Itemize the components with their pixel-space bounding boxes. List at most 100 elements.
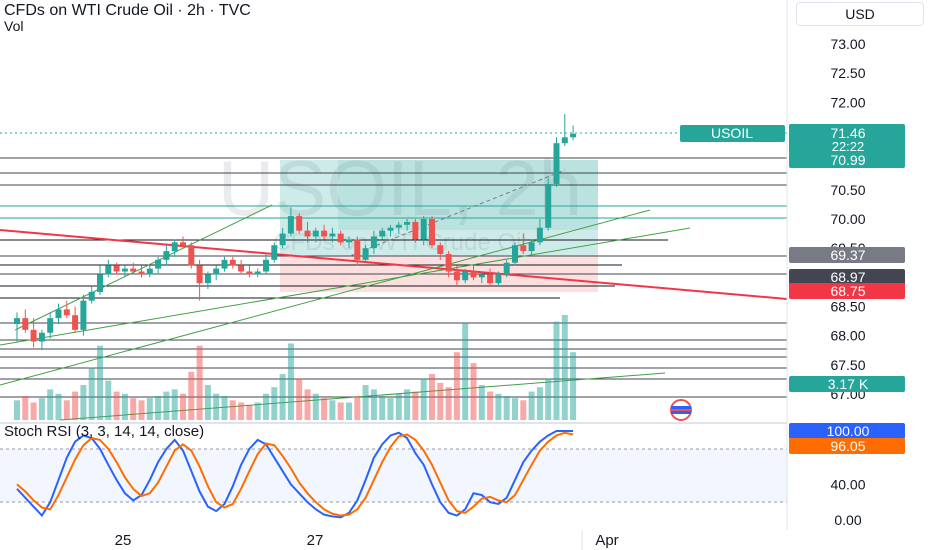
volume-bar (105, 380, 112, 420)
candle-body[interactable] (395, 224, 402, 228)
candle-body[interactable] (155, 259, 162, 269)
candle-body[interactable] (105, 265, 112, 275)
candle-body[interactable] (561, 137, 568, 144)
symbol-tag[interactable]: USOIL (680, 125, 785, 142)
candle-body[interactable] (412, 221, 419, 240)
candle-body[interactable] (188, 245, 195, 266)
candle-body[interactable] (570, 133, 577, 138)
candle-body[interactable] (22, 318, 29, 330)
volume-bar (503, 395, 510, 420)
candle-body[interactable] (387, 227, 394, 231)
stoch-d-badge: 96.05 (789, 438, 905, 454)
candle-body[interactable] (453, 271, 460, 281)
candle-body[interactable] (312, 230, 319, 237)
volume-bar (287, 343, 294, 420)
candle-body[interactable] (121, 268, 128, 272)
volume-bar (138, 400, 145, 420)
candle-body[interactable] (196, 265, 203, 284)
candle-body[interactable] (279, 233, 286, 246)
stoch-k-line (16, 430, 574, 519)
candle-body[interactable] (113, 265, 120, 272)
trendline-red[interactable] (0, 229, 787, 300)
candle-body[interactable] (362, 248, 369, 260)
candle-body[interactable] (487, 274, 494, 284)
candle-body[interactable] (462, 271, 469, 281)
candle-body[interactable] (238, 265, 245, 272)
candle-body[interactable] (229, 259, 236, 266)
candle-body[interactable] (263, 259, 269, 272)
candle-body[interactable] (254, 271, 261, 275)
volume-bar (229, 400, 236, 420)
candle-body[interactable] (404, 221, 411, 225)
candle-body[interactable] (321, 230, 328, 237)
candle-body[interactable] (370, 236, 377, 249)
candle-body[interactable] (379, 230, 386, 237)
candle-body[interactable] (287, 216, 294, 234)
volume-bar (354, 395, 361, 420)
candle-body[interactable] (163, 251, 170, 260)
volume-bar (180, 393, 186, 420)
candle-body[interactable] (47, 318, 54, 333)
candle-body[interactable] (14, 318, 20, 324)
candle-body[interactable] (337, 233, 344, 243)
candle-body[interactable] (445, 253, 452, 272)
volume-bar (271, 387, 278, 420)
candle-body[interactable] (138, 271, 145, 275)
candle-body[interactable] (180, 242, 186, 246)
stoch-rsi-label: Stoch RSI (3, 3, 14, 14, close) (4, 423, 205, 440)
candle-body[interactable] (63, 309, 70, 316)
volume-bar (346, 402, 352, 420)
candle-body[interactable] (271, 245, 278, 260)
candle-body[interactable] (72, 315, 79, 330)
candle-body[interactable] (38, 332, 45, 342)
candle-body[interactable] (130, 268, 137, 272)
badge-value: 96.05 (830, 438, 865, 454)
candle-body[interactable] (171, 242, 178, 252)
candle-body[interactable] (88, 291, 95, 301)
candle-body[interactable] (520, 245, 527, 252)
candle-body[interactable] (470, 271, 477, 278)
candle-body[interactable] (429, 218, 435, 246)
candle-body[interactable] (420, 218, 427, 240)
volume-bar (55, 393, 62, 420)
candle-body[interactable] (354, 239, 361, 260)
candle-body[interactable] (296, 216, 303, 231)
candle-body[interactable] (503, 262, 510, 275)
candle-body[interactable] (478, 274, 485, 278)
trendline-green[interactable] (0, 227, 691, 346)
candle-body[interactable] (495, 274, 502, 284)
candle-body[interactable] (553, 143, 560, 184)
candle-body[interactable] (246, 271, 253, 275)
candle-body[interactable] (545, 183, 552, 228)
badge-value: 3.17 K (828, 376, 869, 392)
candle-body[interactable] (512, 245, 518, 263)
candle-body[interactable] (80, 300, 87, 330)
volume-bar (246, 404, 253, 420)
volume-bar (14, 400, 20, 420)
candle-body[interactable] (221, 259, 228, 269)
badge-value: 69.37 (830, 247, 865, 263)
volume-bar (412, 391, 419, 420)
candle-body[interactable] (97, 274, 103, 292)
badge-value: 68.97 (830, 269, 865, 285)
candle-body[interactable] (437, 245, 444, 254)
candle-body[interactable] (528, 242, 535, 252)
volume-bar (404, 389, 411, 420)
candle-body[interactable] (213, 268, 220, 275)
candle-body[interactable] (55, 309, 62, 319)
candle-body[interactable] (204, 274, 211, 284)
trendline-green[interactable] (14, 204, 273, 331)
candle-body[interactable] (536, 227, 543, 243)
volume-bar (495, 393, 502, 420)
candle-body[interactable] (346, 239, 352, 243)
candle-body[interactable] (30, 329, 37, 342)
volume-bar (395, 393, 402, 420)
volume-bar (553, 321, 560, 420)
candle-body[interactable] (329, 233, 336, 237)
flag-icon[interactable] (670, 399, 692, 421)
price-axis-tick: 72.50 (830, 65, 865, 81)
candle-body[interactable] (146, 268, 153, 275)
currency-button[interactable]: USD (796, 2, 924, 26)
candle-body[interactable] (304, 230, 311, 237)
